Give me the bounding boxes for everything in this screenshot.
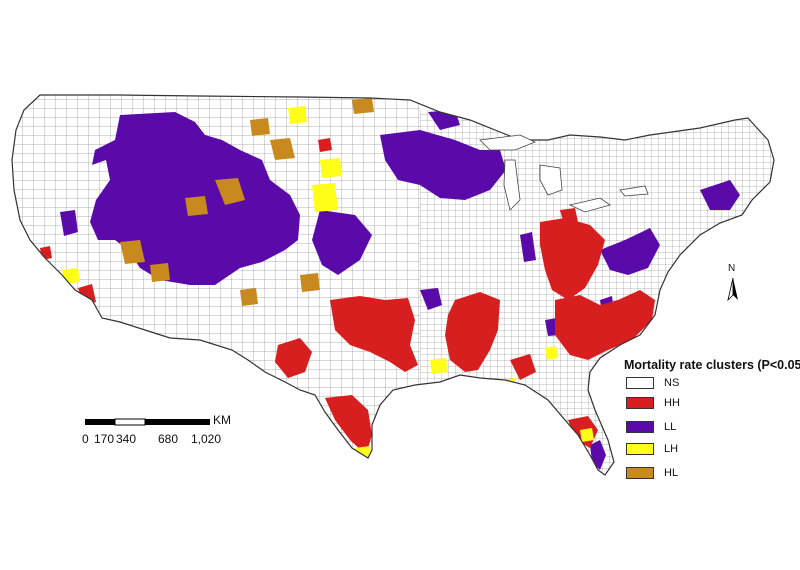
scale-tick: 340 [116, 432, 137, 446]
legend-item-hl: HL [626, 466, 678, 480]
legend-label: HH [664, 397, 680, 409]
scale-bar-unit: KM [213, 413, 231, 427]
legend-title: Mortality rate clusters (P<0.05) [624, 358, 800, 372]
legend-swatch [626, 421, 654, 433]
scale-tick: 170 [94, 432, 115, 446]
legend-label: NS [664, 377, 680, 389]
legend-item-ns: NS [626, 376, 679, 390]
scale-tick: 0 [82, 432, 89, 446]
legend-item-hh: HH [626, 396, 680, 410]
legend-label: LL [664, 421, 677, 433]
hh-clusters [40, 138, 655, 455]
legend-swatch [626, 443, 654, 455]
scale-tick: 1,020 [191, 432, 222, 446]
hl-clusters [120, 98, 374, 306]
legend-item-ll: LL [626, 420, 676, 434]
legend-swatch [626, 467, 654, 479]
legend-swatch [626, 397, 654, 409]
north-arrow-label: N [728, 263, 736, 274]
legend-label: LH [664, 443, 679, 455]
scale-tick: 680 [158, 432, 179, 446]
great-lakes [479, 134, 649, 213]
north-arrow-icon [727, 277, 738, 302]
legend-swatch [626, 377, 654, 389]
scale-bar [85, 418, 210, 426]
legend-item-lh: LH [626, 442, 678, 456]
legend-label: HL [664, 467, 679, 479]
